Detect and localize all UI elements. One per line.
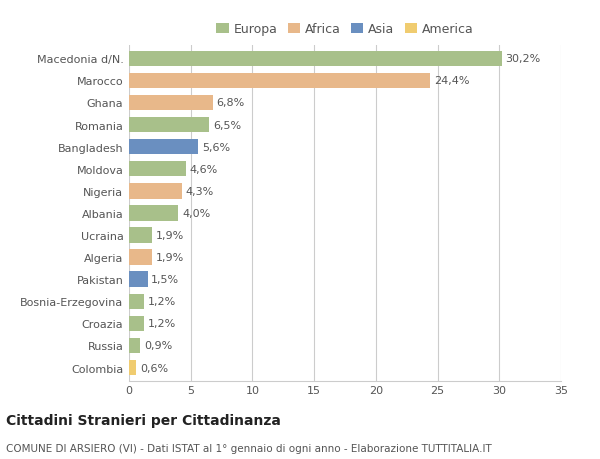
Text: 5,6%: 5,6% — [202, 142, 230, 152]
Bar — [129, 184, 182, 199]
Text: 4,6%: 4,6% — [190, 164, 218, 174]
Bar — [129, 294, 144, 309]
Bar — [129, 360, 136, 375]
Bar — [129, 140, 198, 155]
Bar — [129, 206, 178, 221]
Bar — [129, 162, 186, 177]
Text: 4,0%: 4,0% — [182, 208, 211, 218]
Text: COMUNE DI ARSIERO (VI) - Dati ISTAT al 1° gennaio di ogni anno - Elaborazione TU: COMUNE DI ARSIERO (VI) - Dati ISTAT al 1… — [6, 443, 492, 453]
Bar — [129, 95, 213, 111]
Text: 30,2%: 30,2% — [505, 54, 541, 64]
Bar — [129, 272, 148, 287]
Text: 4,3%: 4,3% — [186, 186, 214, 196]
Bar — [129, 316, 144, 331]
Bar — [129, 228, 152, 243]
Text: 1,5%: 1,5% — [151, 274, 179, 285]
Text: 0,9%: 0,9% — [144, 341, 172, 351]
Bar — [129, 250, 152, 265]
Text: Cittadini Stranieri per Cittadinanza: Cittadini Stranieri per Cittadinanza — [6, 413, 281, 427]
Text: 1,2%: 1,2% — [148, 319, 176, 329]
Text: 6,8%: 6,8% — [217, 98, 245, 108]
Text: 0,6%: 0,6% — [140, 363, 168, 373]
Bar — [129, 73, 430, 89]
Bar — [129, 338, 140, 353]
Bar — [129, 51, 502, 67]
Text: 1,2%: 1,2% — [148, 297, 176, 307]
Text: 6,5%: 6,5% — [213, 120, 241, 130]
Legend: Europa, Africa, Asia, America: Europa, Africa, Asia, America — [216, 23, 474, 36]
Bar — [129, 118, 209, 133]
Text: 1,9%: 1,9% — [156, 252, 184, 263]
Text: 24,4%: 24,4% — [434, 76, 469, 86]
Text: 1,9%: 1,9% — [156, 230, 184, 241]
